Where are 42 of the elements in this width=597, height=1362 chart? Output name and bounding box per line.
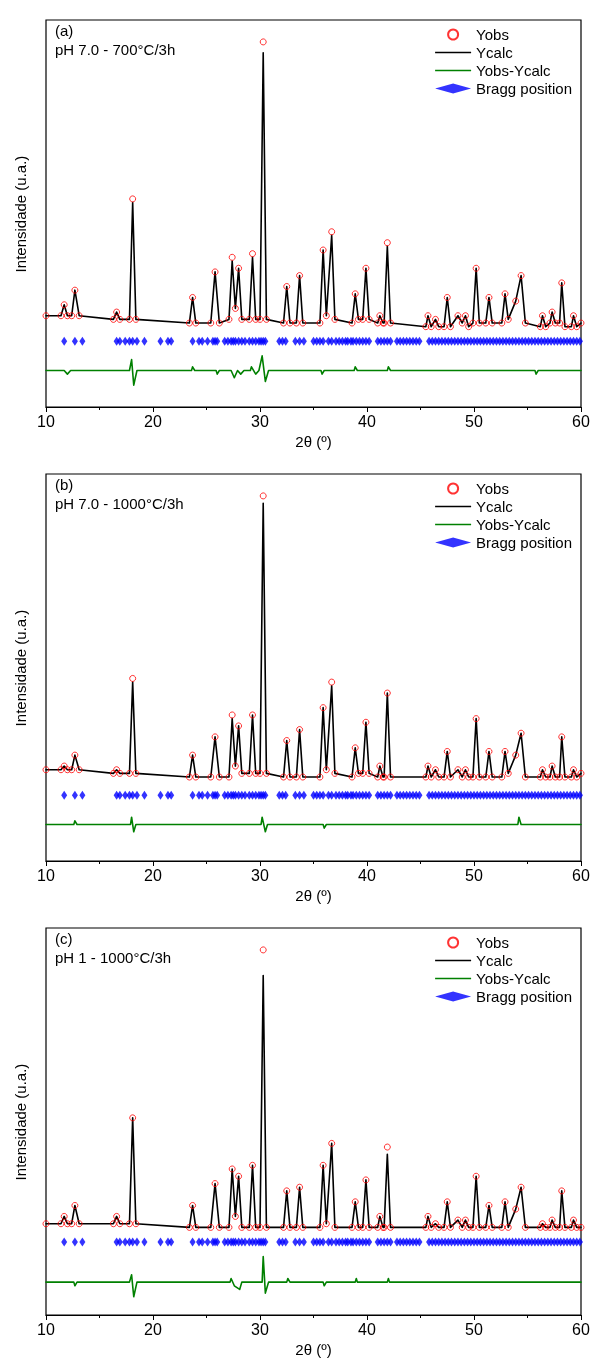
legend-label: Ycalc [476, 44, 514, 61]
chart-title: (a) [55, 22, 74, 39]
x-axis-title: 2θ (º) [295, 433, 332, 450]
chart-title: (b) [55, 476, 74, 493]
chart-subtitle: pH 1 - 1000°C/3h [55, 949, 172, 966]
x-tick-label: 40 [358, 866, 376, 884]
chart-title: (c) [55, 930, 73, 947]
x-tick-label: 60 [572, 1320, 590, 1338]
x-tick-label: 60 [572, 866, 590, 884]
legend-label: Yobs [476, 26, 509, 43]
x-tick-label: 60 [572, 412, 590, 430]
x-tick-label: 50 [465, 866, 483, 884]
legend-label: Bragg position [476, 988, 573, 1005]
legend-label: Yobs-Ycalc [476, 970, 552, 987]
chart-subtitle: pH 7.0 - 700°C/3h [55, 41, 176, 58]
x-tick-label: 50 [465, 1320, 483, 1338]
legend-label: Yobs-Ycalc [476, 516, 552, 533]
legend-label: Bragg position [476, 80, 573, 97]
chart-subtitle: pH 7.0 - 1000°C/3h [55, 495, 184, 512]
x-tick-label: 20 [144, 412, 162, 430]
x-tick-label: 50 [465, 412, 483, 430]
x-tick-label: 10 [37, 1320, 55, 1338]
x-tick-label: 10 [37, 412, 55, 430]
legend-label: Bragg position [476, 534, 573, 551]
legend-label: Yobs [476, 934, 509, 951]
y-axis-title: Intensidade (u.a.) [11, 155, 29, 273]
x-axis-title: 2θ (º) [295, 1341, 332, 1358]
x-tick-label: 30 [251, 412, 269, 430]
x-tick-label: 10 [37, 866, 55, 884]
legend-label: Yobs [476, 480, 509, 497]
legend-label: Yobs-Ycalc [476, 62, 552, 79]
x-tick-label: 30 [251, 1320, 269, 1338]
x-tick-label: 30 [251, 866, 269, 884]
y-axis-title: Intensidade (u.a.) [11, 609, 29, 727]
x-tick-label: 40 [358, 412, 376, 430]
x-axis-title: 2θ (º) [295, 887, 332, 904]
legend-label: Ycalc [476, 498, 514, 515]
legend-label: Ycalc [476, 952, 514, 969]
x-tick-label: 40 [358, 1320, 376, 1338]
y-axis-title: Intensidade (u.a.) [11, 1063, 29, 1181]
x-tick-label: 20 [144, 866, 162, 884]
x-tick-label: 20 [144, 1320, 162, 1338]
